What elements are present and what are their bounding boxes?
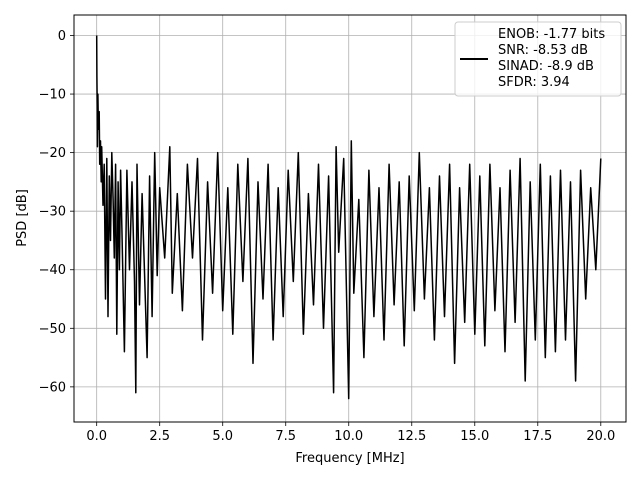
x-tick-label: 15.0: [460, 429, 489, 444]
y-axis-label: PSD [dB]: [15, 189, 30, 247]
x-tick-label: 20.0: [586, 429, 615, 444]
axis-ticks: 0.0 2.5 5.0 7.5 10.0 12.5 15.0 17.5 20.0 0 −10 −20 −…: [39, 29, 616, 444]
psd-series-line: [95, 35, 602, 400]
legend-sfdr: SFDR: 3.94: [498, 75, 570, 90]
y-tick-label: −20: [39, 146, 66, 161]
y-tick-label: −50: [39, 322, 66, 337]
legend: ENOB: -1.77 bits SNR: -8.53 dB SINAD: -8…: [454, 21, 622, 97]
x-tick-label: 10.0: [334, 429, 363, 444]
x-tick-label: 0.0: [86, 429, 107, 444]
y-tick-label: −60: [39, 380, 66, 395]
legend-sinad: SINAD: -8.9 dB: [498, 59, 594, 74]
plot-area: [95, 35, 602, 400]
y-tick-label: −30: [39, 205, 66, 220]
x-tick-label: 2.5: [149, 429, 170, 444]
axes-frame: [73, 14, 627, 423]
y-tick-label: −40: [39, 263, 66, 278]
legend-enob: ENOB: -1.77 bits: [498, 27, 605, 42]
x-axis-label: Frequency [MHz]: [295, 451, 404, 466]
x-tick-label: 7.5: [275, 429, 296, 444]
y-tick-label: 0: [58, 29, 66, 44]
x-tick-label: 5.0: [212, 429, 233, 444]
legend-snr: SNR: -8.53 dB: [498, 43, 588, 58]
legend-box: [454, 21, 622, 97]
y-tick-label: −10: [39, 88, 66, 103]
x-tick-label: 17.5: [523, 429, 552, 444]
x-tick-label: 12.5: [397, 429, 426, 444]
